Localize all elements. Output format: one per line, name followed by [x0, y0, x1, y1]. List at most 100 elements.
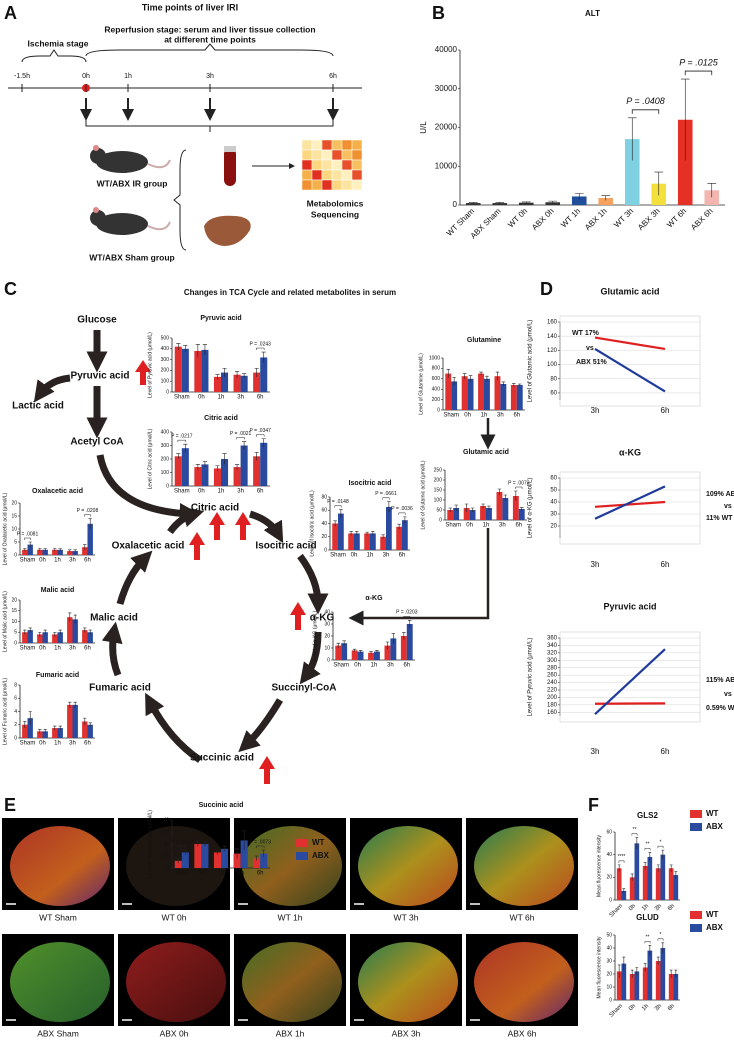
x-tick-label: Sham — [443, 413, 459, 419]
heat-cell — [342, 160, 352, 170]
y-tick-label: 300 — [547, 658, 558, 664]
bar — [617, 868, 622, 900]
panel-label: F — [588, 795, 599, 815]
x-tick-label: 3h — [591, 747, 600, 756]
bar — [648, 857, 653, 900]
heat-cell — [302, 170, 312, 180]
annotation: P = .0347 — [249, 428, 271, 434]
heat-cell — [322, 180, 332, 190]
bar — [260, 443, 267, 486]
x-tick-label: 6h — [403, 663, 410, 669]
metabolite: Acetyl CoA — [70, 437, 123, 448]
time-label: 6h — [329, 73, 337, 80]
y-tick-label: 40 — [606, 852, 612, 858]
x-tick-label: 3h — [497, 413, 504, 419]
x-tick-label: 0h — [351, 553, 358, 559]
y-tick-label: 180 — [547, 702, 558, 708]
y-tick-label: 10 — [11, 619, 17, 625]
image-label: ABX 6h — [508, 1028, 537, 1038]
y-tick-label: 15 — [11, 608, 17, 614]
y-tick-label: 300 — [161, 357, 170, 363]
bar — [674, 875, 679, 900]
heat-cell — [322, 160, 332, 170]
y-tick-label: 20 — [324, 633, 330, 639]
x-tick-label: 0h — [39, 646, 46, 652]
x-tick-label: Sham — [174, 395, 190, 401]
annotation: ** — [646, 935, 650, 941]
annotation: P = .0036 — [391, 506, 413, 512]
annotation: P = .0148 — [327, 499, 349, 505]
significance-bracket — [632, 110, 659, 114]
y-tick-label: 20 — [11, 500, 17, 506]
heat-cell — [312, 160, 322, 170]
legend-swatch — [690, 924, 702, 932]
annotation: P = .0661 — [375, 491, 397, 497]
significance-bracket — [658, 846, 663, 848]
y-tick-label: 160 — [547, 320, 558, 326]
x-tick-label: WT 1h — [559, 207, 582, 230]
heat-cell — [322, 140, 332, 150]
significance-bracket — [25, 538, 31, 540]
x-tick-label: Sham — [20, 558, 36, 564]
heat-cell — [312, 140, 322, 150]
y-tick-label: 20 — [321, 534, 327, 540]
y-axis-label: Level of Glutamic acid (μmol/L) — [528, 320, 534, 403]
y-axis-label: Level of Glutamine (μmol/L) — [418, 353, 424, 415]
metabolite: Citric acid — [191, 503, 239, 514]
up-arrow — [235, 512, 251, 540]
tissue — [358, 942, 458, 1022]
significance-bracket — [645, 941, 650, 943]
bar — [500, 384, 506, 410]
chart-title: Malic acid — [41, 587, 74, 594]
group-label: WT/ABX Sham group — [89, 252, 174, 262]
y-tick-label: 600 — [432, 376, 441, 382]
y-tick-label: 40 — [550, 500, 557, 506]
heat-cell — [352, 150, 362, 160]
significance-bracket — [256, 435, 264, 437]
x-tick-label: 6h — [84, 741, 91, 747]
x-tick-label: ABX 0h — [530, 207, 556, 233]
y-tick-label: 140 — [547, 334, 558, 340]
bar — [175, 456, 182, 486]
arrow — [40, 378, 70, 394]
y-tick-label: 10000 — [435, 161, 458, 170]
bar — [511, 385, 517, 410]
heat-cell — [322, 150, 332, 160]
bar — [407, 624, 413, 660]
plot-frame — [560, 472, 700, 544]
stage-label: Reperfusion stage: serum and liver tissu… — [104, 24, 315, 34]
metabolite: Malic acid — [90, 613, 138, 624]
y-tick-label: 200 — [434, 477, 443, 483]
image-label: ABX 1h — [276, 1028, 305, 1038]
bar — [643, 968, 648, 1001]
metabolite: Pyruvic acid — [71, 371, 130, 382]
image-label: ABX 0h — [160, 1028, 189, 1038]
y-axis-label: Level of Oxalacetic acid (μmol/L) — [2, 492, 8, 565]
heat-cell — [302, 180, 312, 190]
image-label: WT 3h — [394, 912, 419, 922]
bar — [484, 379, 490, 410]
image-label: WT 0h — [162, 912, 187, 922]
y-tick-label: 0 — [14, 735, 17, 741]
x-tick-label: Sham — [333, 663, 349, 669]
significance-bracket — [658, 939, 663, 941]
heat-cell — [342, 180, 352, 190]
x-tick-label: 3h — [69, 558, 76, 564]
x-tick-label: 0h — [354, 663, 361, 669]
heat-cell — [332, 170, 342, 180]
y-axis-label: Level of Malic acid (μmol/L) — [2, 591, 8, 652]
chart-title: Pyruvic acid — [200, 315, 241, 322]
x-tick-label: Sham — [445, 523, 461, 529]
x-tick-label: 3h — [69, 741, 76, 747]
bar — [669, 868, 674, 900]
y-tick-label: 20 — [163, 841, 169, 847]
stage-label: at different time points — [164, 34, 256, 44]
annotation: vs — [724, 503, 732, 510]
y-tick-label: 30 — [163, 829, 169, 835]
bar — [656, 961, 661, 1000]
panel-label: B — [432, 3, 445, 23]
x-tick-label: WT 3h — [612, 207, 635, 230]
y-tick-label: 300 — [161, 443, 170, 449]
bar — [182, 448, 189, 486]
annotation: vs — [724, 691, 732, 698]
